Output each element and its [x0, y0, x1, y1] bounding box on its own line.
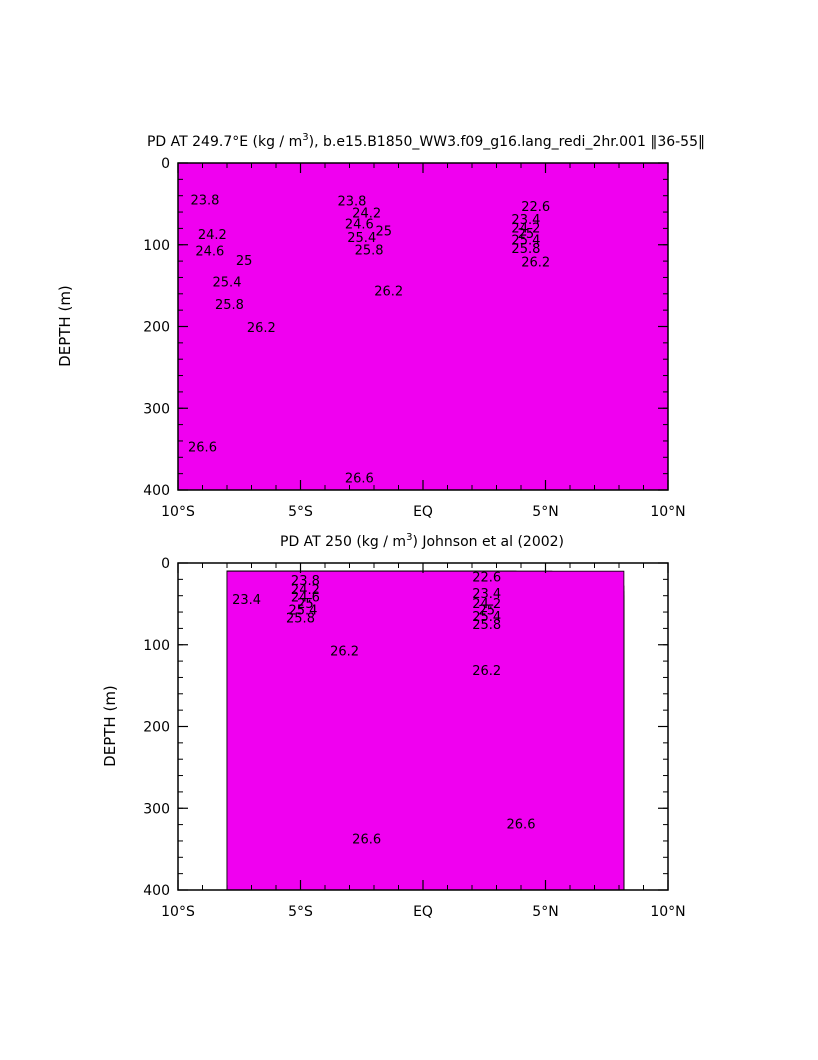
x-tick-label: 5°N [532, 904, 558, 920]
contour-label: 25.8 [355, 243, 384, 258]
contour-label: 25.4 [511, 234, 540, 249]
contour-label: 26.2 [374, 284, 403, 299]
contour-fills [226, 570, 625, 891]
x-tick-label: 5°N [532, 504, 558, 520]
contour-label: 25 [297, 597, 314, 612]
contour-label: 23.4 [232, 593, 261, 608]
y-axis-label: DEPTH (m) [101, 685, 119, 767]
contour-label: 24.6 [345, 217, 374, 232]
contour-label: 26.6 [345, 472, 374, 487]
panel-title: PD AT 249.7°E (kg / m3), b.e15.B1850_WW3… [147, 132, 705, 150]
contour-label: 25 [376, 225, 393, 240]
contour-label: 25.4 [213, 275, 242, 290]
contour-label: 23.8 [337, 194, 366, 209]
contour-label: 25.8 [511, 242, 540, 257]
contour-label: 26.2 [472, 664, 501, 679]
contour-label: 24.2 [198, 228, 227, 243]
contour-label: 24.2 [472, 597, 501, 612]
y-tick-label: 100 [143, 238, 170, 254]
contour-label: 26.6 [188, 440, 217, 455]
y-tick-label: 100 [143, 638, 170, 654]
y-tick-label: 300 [143, 401, 170, 417]
contour-label: 25 [518, 227, 535, 242]
contour-label: 23.8 [190, 194, 219, 209]
x-tick-label: 5°S [288, 904, 313, 920]
x-tick-label: 10°N [650, 504, 685, 520]
y-tick-label: 0 [161, 156, 170, 172]
panel-observations: 10°S 5°S EQ 5°N 10°N010020030040023.423.824.… [101, 532, 686, 920]
contour-label: 25.8 [286, 612, 315, 627]
contour-label: 25.4 [472, 610, 501, 625]
y-tick-label: 200 [143, 720, 170, 736]
x-tick-label: EQ [413, 904, 433, 920]
contour-label: 26.2 [247, 321, 276, 336]
contour-label: 26.2 [330, 644, 359, 659]
contour-label: 25.8 [215, 298, 244, 313]
y-axis-label: DEPTH (m) [56, 285, 74, 367]
contour-label: 25.4 [347, 231, 376, 246]
contour-label: 26.6 [352, 832, 381, 847]
panel-model: 10°S 5°S EQ 5°N 10°N010020030040023.824.224.… [56, 132, 705, 520]
contour-label: 23.8 [291, 574, 320, 589]
y-tick-label: 0 [161, 556, 170, 572]
contour-label: 24.2 [511, 221, 540, 236]
x-tick-label: 10°S [161, 904, 195, 920]
contour-label: 25.8 [472, 618, 501, 633]
x-tick-label: 10°S [161, 504, 195, 520]
contour-label: 24.2 [291, 583, 320, 598]
contour-fills [177, 162, 669, 491]
x-tick-label: EQ [413, 504, 433, 520]
contour-label: 25 [236, 254, 253, 269]
contour-label: 25 [478, 603, 495, 618]
contour-label: 26.2 [521, 256, 550, 271]
contour-label: 26.6 [507, 818, 536, 833]
y-tick-label: 400 [143, 483, 170, 499]
contour-label: 22.6 [521, 200, 550, 215]
contour-label: 25.4 [288, 603, 317, 618]
contour-label: 23.4 [511, 213, 540, 228]
x-tick-label: 5°S [288, 504, 313, 520]
y-tick-label: 300 [143, 801, 170, 817]
y-tick-label: 400 [143, 883, 170, 899]
x-tick-label: 10°N [650, 904, 685, 920]
contour-label: 24.6 [291, 590, 320, 605]
contour-band-20.6 [226, 570, 625, 891]
panel-title: PD AT 250 (kg / m3) Johnson et al (2002) [280, 532, 564, 550]
y-tick-label: 200 [143, 320, 170, 336]
contour-label: 24.2 [352, 207, 381, 222]
contour-label: 23.4 [472, 587, 501, 602]
contour-label: 22.6 [472, 571, 501, 586]
contour-label: 24.6 [195, 244, 224, 259]
